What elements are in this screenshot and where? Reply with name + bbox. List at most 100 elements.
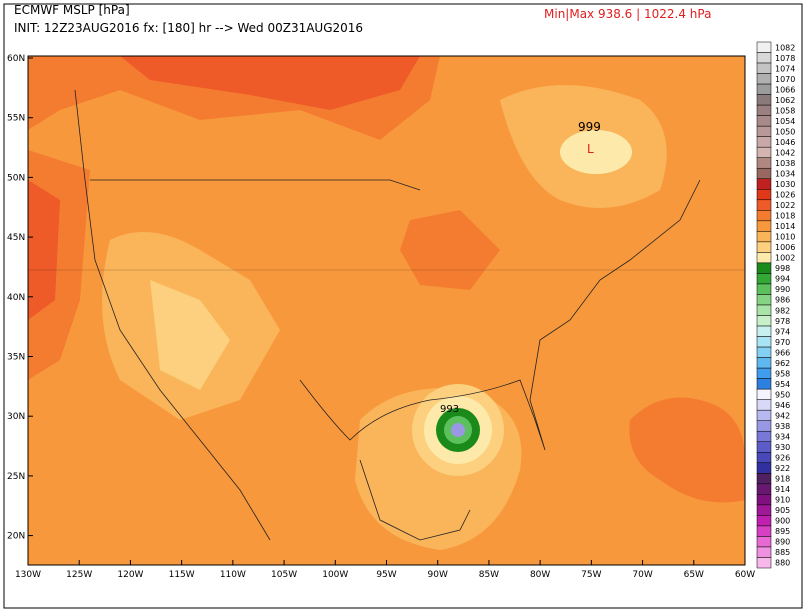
colorbar-swatch: [756, 325, 772, 337]
colorbar-swatch: [756, 441, 772, 453]
colorbar-label: 950: [775, 390, 790, 399]
colorbar-swatch: [756, 241, 772, 253]
colorbar-label: 900: [775, 517, 790, 526]
colorbar-swatch: [756, 73, 772, 85]
title: ECMWF MSLP [hPa]: [14, 3, 130, 17]
colorbar-swatch: [756, 199, 772, 211]
colorbar-swatch: [756, 252, 772, 264]
colorbar-label: 942: [775, 411, 790, 420]
colorbar-swatch: [756, 452, 772, 464]
colorbar-swatch: [756, 41, 772, 53]
colorbar-label: 946: [775, 401, 790, 410]
colorbar-label: 1082: [775, 43, 795, 52]
colorbar-label: 934: [775, 433, 790, 442]
page-frame: [3, 3, 803, 609]
colorbar-label: 966: [775, 348, 790, 357]
colorbar-swatch: [756, 494, 772, 506]
colorbar-label: 1022: [775, 201, 795, 210]
lon-label: 105W: [271, 570, 297, 580]
colorbar-label: 910: [775, 496, 790, 505]
colorbar-swatch: [756, 62, 772, 74]
colorbar-swatch: [756, 473, 772, 485]
colorbar-label: 1002: [775, 254, 795, 263]
colorbar-swatch: [756, 315, 772, 327]
lat-label: 45N: [7, 233, 25, 243]
colorbar-swatch: [756, 336, 772, 348]
lat-label: 25N: [7, 472, 25, 482]
colorbar-label: 1074: [775, 64, 795, 73]
colorbar-label: 1026: [775, 191, 795, 200]
field-1006: [150, 280, 230, 390]
lat-label: 30N: [7, 412, 25, 422]
init-line: INIT: 12Z23AUG2016 fx: [180] hr --> Wed …: [14, 21, 363, 35]
colorbar-label: 1050: [775, 127, 795, 136]
colorbar-label: 974: [775, 327, 790, 336]
colorbar-swatch: [756, 294, 772, 306]
colorbar-swatch: [756, 430, 772, 443]
colorbar-label: 1034: [775, 170, 795, 179]
colorbar-label: 978: [775, 317, 790, 326]
colorbar-swatch: [756, 388, 772, 400]
colorbar-label: 1062: [775, 96, 795, 105]
lat-label: 20N: [7, 532, 25, 542]
lon-label: 115W: [169, 570, 195, 580]
colorbar-label: 1054: [775, 117, 795, 126]
colorbar-swatch: [756, 83, 772, 95]
colorbar-label: 1070: [775, 75, 795, 84]
colorbar-label: 926: [775, 454, 790, 463]
colorbar-swatch: [756, 546, 772, 558]
lon-label: 80W: [530, 570, 550, 580]
colorbar-label: 1042: [775, 148, 795, 157]
colorbar-swatch: [756, 262, 772, 274]
colorbar-swatch: [756, 231, 772, 243]
colorbar-label: 1046: [775, 138, 795, 147]
lon-label: 95W: [376, 570, 396, 580]
lon-label: 85W: [479, 570, 499, 580]
colorbar-swatch: [756, 399, 772, 411]
hurricane-value: 993: [440, 404, 459, 415]
colorbar-swatch: [756, 283, 772, 295]
colorbar-label: 890: [775, 538, 790, 547]
field-1022-west: [28, 180, 60, 320]
field-1018-atlantic: [629, 397, 745, 503]
lon-label: 60W: [735, 570, 755, 580]
colorbar-label: 1014: [775, 222, 795, 231]
lon-label: 130W: [15, 570, 41, 580]
colorbar-swatch: [756, 536, 772, 548]
lon-label: 90W: [428, 570, 448, 580]
lon-label: 100W: [322, 570, 348, 580]
colorbar-label: 1030: [775, 180, 795, 189]
colorbar-swatch: [756, 378, 772, 390]
colorbar-swatch: [756, 125, 772, 137]
colorbar-label: 1066: [775, 85, 795, 94]
colorbar-swatch: [756, 115, 772, 127]
colorbar-swatch: [756, 52, 772, 64]
lat-label: 55N: [7, 114, 25, 124]
map: 999 L 993: [27, 55, 746, 566]
low-letter: L: [587, 142, 594, 156]
colorbar-label: 962: [775, 359, 790, 368]
colorbar-swatch: [756, 367, 772, 379]
colorbar-label: 958: [775, 369, 790, 378]
lon-label: 75W: [581, 570, 601, 580]
colorbar-label: 895: [775, 527, 790, 536]
colorbar-swatch: [756, 557, 772, 569]
colorbar-label: 954: [775, 380, 790, 389]
colorbar-label: 1010: [775, 233, 795, 242]
coastlines: [28, 89, 745, 541]
colorbar-swatch: [756, 483, 772, 495]
colorbar-label: 1018: [775, 212, 795, 221]
colorbar-swatch: [756, 146, 772, 158]
colorbar-label: 914: [775, 485, 790, 494]
colorbar-label: 1078: [775, 54, 795, 63]
colorbar-swatch: [756, 157, 772, 169]
colorbar-swatch: [756, 346, 772, 358]
colorbar-label: 998: [775, 264, 790, 273]
colorbar-swatch: [756, 167, 772, 180]
colorbar-label: 970: [775, 338, 790, 347]
colorbar-swatch: [756, 273, 772, 285]
colorbar-swatch: [756, 504, 772, 516]
colorbar-label: 1058: [775, 106, 795, 115]
